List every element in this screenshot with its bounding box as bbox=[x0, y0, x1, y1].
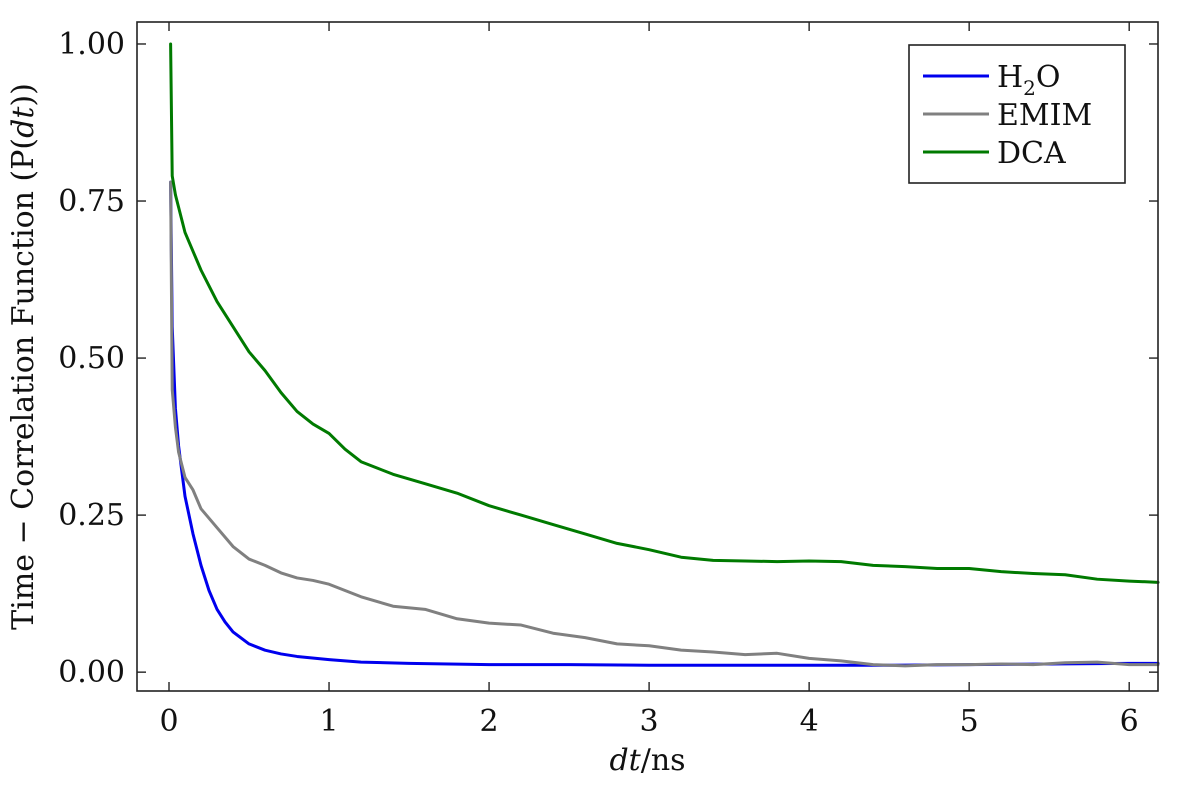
y-tick-label: 0.00 bbox=[58, 655, 125, 690]
series-lines bbox=[169, 42, 1160, 668]
series-line-h2o bbox=[169, 180, 1160, 667]
x-tick-label: 5 bbox=[960, 704, 979, 739]
x-tick-label: 2 bbox=[480, 704, 499, 739]
legend-label-dca: DCA bbox=[997, 136, 1066, 171]
x-tick-label: 0 bbox=[159, 704, 178, 739]
y-tick-label: 0.50 bbox=[58, 341, 125, 376]
x-tick-label: 4 bbox=[800, 704, 819, 739]
x-tick-label: 3 bbox=[640, 704, 659, 739]
x-tick-label: 6 bbox=[1120, 704, 1139, 739]
series-line-emim bbox=[169, 180, 1160, 668]
plot-frame bbox=[136, 21, 1159, 692]
y-tick-label: 0.75 bbox=[58, 184, 125, 219]
x-axis-ticks: 0 1 2 3 4 5 6 bbox=[159, 22, 1139, 739]
y-axis-title-var: dt bbox=[6, 106, 41, 138]
legend-label-h2o: H2O bbox=[997, 60, 1061, 100]
y-axis-ticks: 0.00 0.25 0.50 0.75 1.00 bbox=[58, 27, 1158, 690]
x-axis-title-var: dt bbox=[609, 743, 641, 778]
legend-label-emim: EMIM bbox=[997, 98, 1092, 133]
series-line-dca bbox=[169, 42, 1160, 584]
y-axis-title: Time − Correlation Function (P(dt)) bbox=[6, 83, 41, 630]
legend-label-sub: 2 bbox=[1023, 76, 1036, 100]
x-tick-label: 1 bbox=[319, 704, 338, 739]
legend-label-main: H bbox=[997, 60, 1023, 95]
y-tick-label: 0.25 bbox=[58, 498, 125, 533]
x-axis-title-unit: /ns bbox=[641, 743, 686, 778]
y-axis-title-close: )) bbox=[6, 83, 41, 106]
y-axis-title-main: Time − Correlation Function (P( bbox=[6, 138, 41, 630]
x-axis-title: dt/ns bbox=[609, 743, 685, 778]
y-tick-label: 1.00 bbox=[58, 27, 125, 62]
legend-label-tail: O bbox=[1036, 60, 1061, 95]
